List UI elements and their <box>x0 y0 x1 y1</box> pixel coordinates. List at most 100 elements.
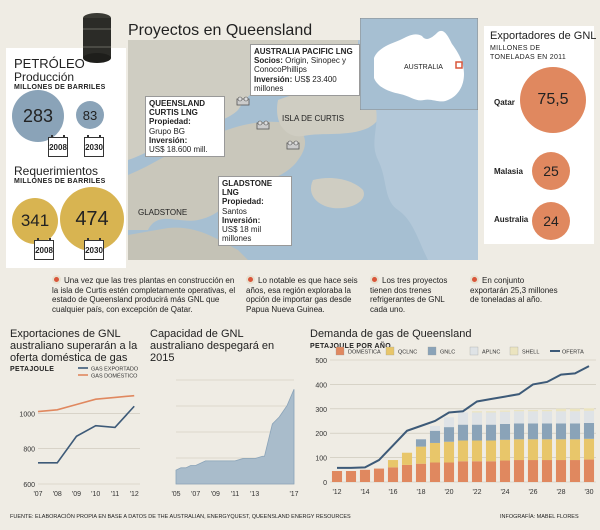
chart2-area <box>175 389 295 485</box>
footer-credit: INFOGRAFÍA: MABEL FLORES <box>500 514 579 520</box>
chart3-bar-segment <box>471 424 483 441</box>
chart1-ylabel: PETAJOULE <box>10 366 55 373</box>
produccion-2008-value: 283 <box>22 105 54 126</box>
chart3-bar-segment <box>555 423 567 440</box>
exporter-country-malasia: Malasia <box>494 167 523 176</box>
chart2-xtick-label: '11 <box>231 491 240 498</box>
chart3-legend-swatch <box>427 346 437 356</box>
chart1-panel <box>6 322 146 512</box>
gl-info-box: GLADSTONE LNG Propiedad: Santos Inversió… <box>218 176 292 247</box>
chart3-bar-segment <box>485 440 497 462</box>
apl-socios-label: Socios: <box>254 56 283 66</box>
page-title: Proyectos en Queensland <box>128 22 313 39</box>
chart3-ytick-label: 100 <box>315 456 327 463</box>
chart3-bar-segment <box>555 439 567 461</box>
qcl-info-box: QUEENSLAND CURTIS LNG Propiedad: Grupo B… <box>145 96 225 158</box>
gl-title: GLADSTONE LNG <box>222 179 273 198</box>
chart3-bar-segment <box>457 461 469 482</box>
chart3-legend-swatch <box>335 346 345 356</box>
chart3-bar-segment <box>569 423 581 440</box>
req-2030-value: 474 <box>75 207 109 230</box>
chart3-bar-segment <box>387 460 399 468</box>
note-2-text: Lo notable es que hace seis años, esa re… <box>246 276 358 314</box>
qcl-inv: US$ 18.600 mill. <box>149 144 208 154</box>
produccion-2030-value: 83 <box>82 107 98 123</box>
chart3-bar-segment <box>583 408 595 411</box>
chart3-bar-segment <box>457 424 469 441</box>
chart3-bar-segment <box>485 461 497 482</box>
chart1-xtick-label: '08 <box>53 491 62 498</box>
calendar-2008-icon: 2008 <box>48 135 68 157</box>
chart2-svg: '05 '07 '09 '11 '13 '17 <box>171 379 299 498</box>
chart3-bar-segment <box>513 410 525 412</box>
chart3-bar-segment <box>583 459 595 482</box>
calendar-2030-icon: 2030 <box>84 135 104 157</box>
chart3-bar-segment <box>527 439 539 461</box>
chart3-bar-segment <box>555 411 567 424</box>
chart3-xtick-label: '30 <box>584 489 593 496</box>
gl-inv: US$ 18 mil millones <box>222 224 262 244</box>
produccion-label: Producción <box>14 70 75 84</box>
chart3-bar-segment <box>471 411 483 413</box>
chart3-legend-label: DOMÉSTICA <box>348 349 381 356</box>
chart2-xtick-label: '13 <box>250 491 259 498</box>
chart3-bar-segment <box>485 412 497 425</box>
chart3-ytick-label: 400 <box>315 382 327 389</box>
chart3-bar-segment <box>541 423 553 440</box>
exporter-value-qatar: 75,5 <box>537 91 569 108</box>
chart2-xtick-label: '09 <box>211 491 220 498</box>
qcl-prop-label: Propiedad: <box>149 117 191 127</box>
note-1: Una vez que las tres plantas en construc… <box>52 275 242 314</box>
gl-prop-label: Propiedad: <box>222 197 264 207</box>
chart3-bar-segment <box>471 440 483 462</box>
apl-inv: US$ 23.400 millones <box>254 74 337 93</box>
chart3-oferta-line <box>337 365 590 469</box>
chart3-bar-segment <box>569 460 581 482</box>
chart3-bar-segment <box>359 469 371 482</box>
note-bullet-icon <box>470 275 479 284</box>
chart3-bar-segment <box>541 460 553 482</box>
note-3: Los tres proyectos tienen dos trenes ref… <box>370 275 462 314</box>
chart3-xtick-label: '18 <box>416 489 425 496</box>
chart1-xtick-label: '09 <box>72 491 81 498</box>
note-2: Lo notable es que hace seis años, esa re… <box>246 275 364 314</box>
chart3-bar-segment <box>499 411 511 424</box>
chart1-series-line <box>37 394 135 413</box>
chart3-bar-segment <box>583 438 595 460</box>
chart1-legend-label: GAS EXPORTADO <box>91 367 139 373</box>
petroleo-heading: PETRÓLEO <box>14 56 85 71</box>
apl-title: AUSTRALIA PACIFIC LNG <box>254 47 353 56</box>
note-bullet-icon <box>246 275 255 284</box>
chart3-bar-segment <box>443 427 455 442</box>
chart3-bar-segment <box>443 462 455 482</box>
chart3-bar-segment <box>527 410 539 412</box>
chart3-bar-segment <box>429 462 441 482</box>
chart3-legend-label: QCLNC <box>398 350 417 356</box>
chart3-bar-segment <box>471 412 483 425</box>
chart3-bar-segment <box>583 422 595 439</box>
chart3-xtick-label: '14 <box>360 489 369 496</box>
chart1-xtick-label: '10 <box>91 491 100 498</box>
chart1-ytick-label: 1000 <box>19 411 35 418</box>
footer-source: FUENTE: ELABORACIÓN PROPIA EN BASE A DAT… <box>10 514 351 520</box>
chart3-title: Demanda de gas de Queensland <box>310 328 472 340</box>
chart3-bar-segment <box>541 410 553 412</box>
chart3-bar-segment <box>513 460 525 482</box>
chart1-legend-label: GAS DOMÉSTICO <box>91 373 138 380</box>
chart3-bar-segment <box>443 417 455 428</box>
note-1-text: Una vez que las tres plantas en construc… <box>52 276 236 314</box>
chart3-bar-segment <box>373 468 385 482</box>
chart1-xtick-label: '11 <box>111 491 120 498</box>
isla-label: ISLA DE CURTIS <box>282 114 345 123</box>
gl-prop: Santos <box>222 206 247 216</box>
chart3-bar-segment <box>499 460 511 482</box>
note-4: En conjunto exportarán 25,3 millones de … <box>470 275 560 305</box>
chart1-ytick-label: 600 <box>23 482 35 489</box>
chart3-bar-segment <box>555 408 567 412</box>
chart3-bar-segment <box>401 452 413 465</box>
chart1-ytick-label: 800 <box>23 447 35 454</box>
chart1-svg: 600 800 1000 '07 '08 '09 '10 '11 '12 GAS EXPORTAD… <box>19 367 140 498</box>
apl-socios: Origin, Sinopec y ConocoPhillips <box>254 56 347 75</box>
chart3-bar-segment <box>429 430 441 443</box>
chart3-bar-segment <box>499 439 511 461</box>
